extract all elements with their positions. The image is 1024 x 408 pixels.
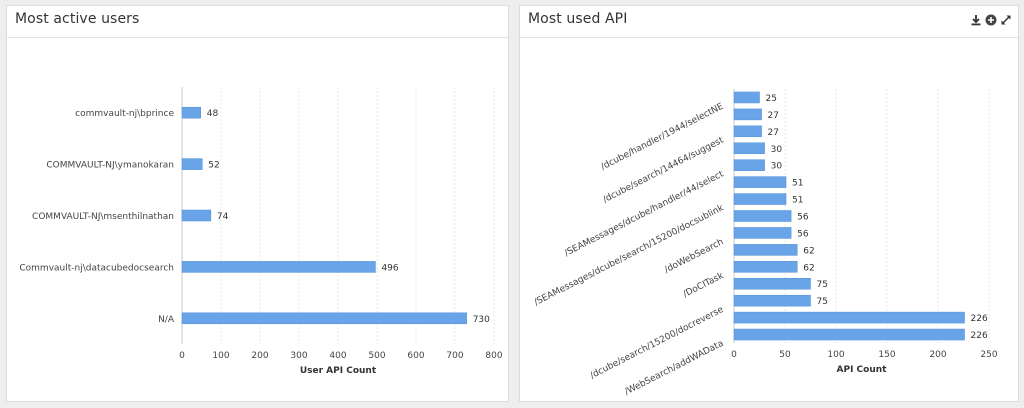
- x-tick-label: 50: [779, 350, 791, 360]
- x-tick-label: 250: [980, 350, 997, 360]
- most-active-users-panel: Most active users 0 100 200 300 400 500 600 700…: [6, 5, 509, 402]
- bar: [733, 176, 787, 188]
- y-tick-label: /DoCITask: [682, 271, 726, 300]
- data-label: 51: [792, 179, 803, 189]
- download-icon[interactable]: [970, 14, 982, 26]
- x-axis-title: API Count: [837, 365, 888, 375]
- y-tick-label: commvault-nj\bprince: [75, 109, 174, 119]
- data-label: 62: [803, 263, 814, 273]
- data-label: 27: [768, 128, 779, 138]
- x-axis-title: User API Count: [300, 366, 377, 376]
- y-tick-label: /doWebSearch: [663, 237, 725, 275]
- panel-header: Most active users: [7, 6, 508, 38]
- bar: [181, 209, 212, 222]
- data-label: 48: [207, 109, 219, 119]
- zoom-in-icon[interactable]: [985, 14, 997, 26]
- x-tick-label: 700: [446, 351, 463, 361]
- panel-header: Most used API: [520, 6, 1018, 38]
- y-tick-label: Commvault-nj\datacubedocsearch: [19, 263, 174, 273]
- x-tick-label: 100: [212, 351, 229, 361]
- x-tick-label: 200: [929, 350, 946, 360]
- x-tick-label: 200: [251, 351, 268, 361]
- x-tick-label: 300: [290, 351, 307, 361]
- x-tick-label: 600: [407, 351, 424, 361]
- y-tick-label: N/A: [158, 315, 175, 325]
- data-label: 27: [768, 111, 779, 121]
- chart-toolbar: [970, 13, 1012, 27]
- bar: [181, 106, 201, 119]
- x-tick-label: 0: [731, 350, 737, 360]
- bar: [733, 125, 762, 138]
- x-tick-label: 0: [179, 351, 185, 361]
- bar: [181, 261, 376, 273]
- x-tick-label: 400: [329, 351, 346, 361]
- expand-icon[interactable]: [1000, 14, 1012, 26]
- data-label: 52: [208, 161, 219, 171]
- data-label: 226: [971, 331, 988, 341]
- data-label: 51: [792, 196, 803, 206]
- y-tick-label: /dcube/search/14464/suggest: [602, 135, 726, 205]
- y-tick-label: COMMVAULT-NJ\msenthilnathan: [32, 212, 174, 222]
- data-label: 56: [797, 229, 809, 239]
- data-label: 30: [771, 162, 783, 172]
- data-label: 30: [771, 145, 783, 155]
- x-tick-label: 100: [827, 350, 844, 360]
- most-used-api-chart: 0 50 100 150 200 250 25/dcube/handler/1944/sel…: [533, 89, 998, 397]
- y-tick-label: COMMVAULT-NJ\ymanokaran: [46, 161, 174, 171]
- bar: [733, 328, 965, 341]
- bar: [733, 193, 787, 205]
- panel-title: Most active users: [15, 11, 140, 27]
- bar: [733, 159, 765, 171]
- data-label: 74: [217, 212, 229, 222]
- data-label: 56: [797, 213, 809, 223]
- data-label: 25: [766, 94, 777, 104]
- x-tick-label: 500: [368, 351, 385, 361]
- y-tick-label: /dcube/search/15200/docreverse: [589, 305, 726, 381]
- most-active-users-chart: 0 100 200 300 400 500 600 700 800 48 commvault-nj\…: [19, 87, 503, 376]
- bar: [733, 91, 760, 104]
- data-label: 496: [381, 263, 398, 273]
- x-tick-label: 150: [878, 350, 895, 360]
- data-label: 75: [817, 280, 828, 290]
- bar: [733, 142, 765, 155]
- data-label: 75: [817, 297, 828, 307]
- data-label: 62: [803, 246, 814, 256]
- panel-title: Most used API: [528, 11, 628, 27]
- bar: [733, 244, 798, 256]
- bar: [733, 261, 798, 273]
- data-label: 730: [473, 315, 490, 325]
- bar: [733, 311, 965, 324]
- data-label: 226: [971, 314, 988, 324]
- y-tick-label: /dcube/handler/1944/selectNE: [599, 102, 725, 173]
- bar: [733, 210, 792, 222]
- bar: [733, 277, 811, 290]
- bar: [181, 312, 467, 325]
- most-used-api-panel: Most used API 0 50 100 150 200 250 25/dcube/ha…: [519, 5, 1019, 402]
- x-tick-label: 800: [485, 351, 502, 361]
- bar: [733, 227, 792, 239]
- bar: [733, 294, 811, 307]
- bar: [181, 158, 203, 170]
- bar: [733, 108, 762, 121]
